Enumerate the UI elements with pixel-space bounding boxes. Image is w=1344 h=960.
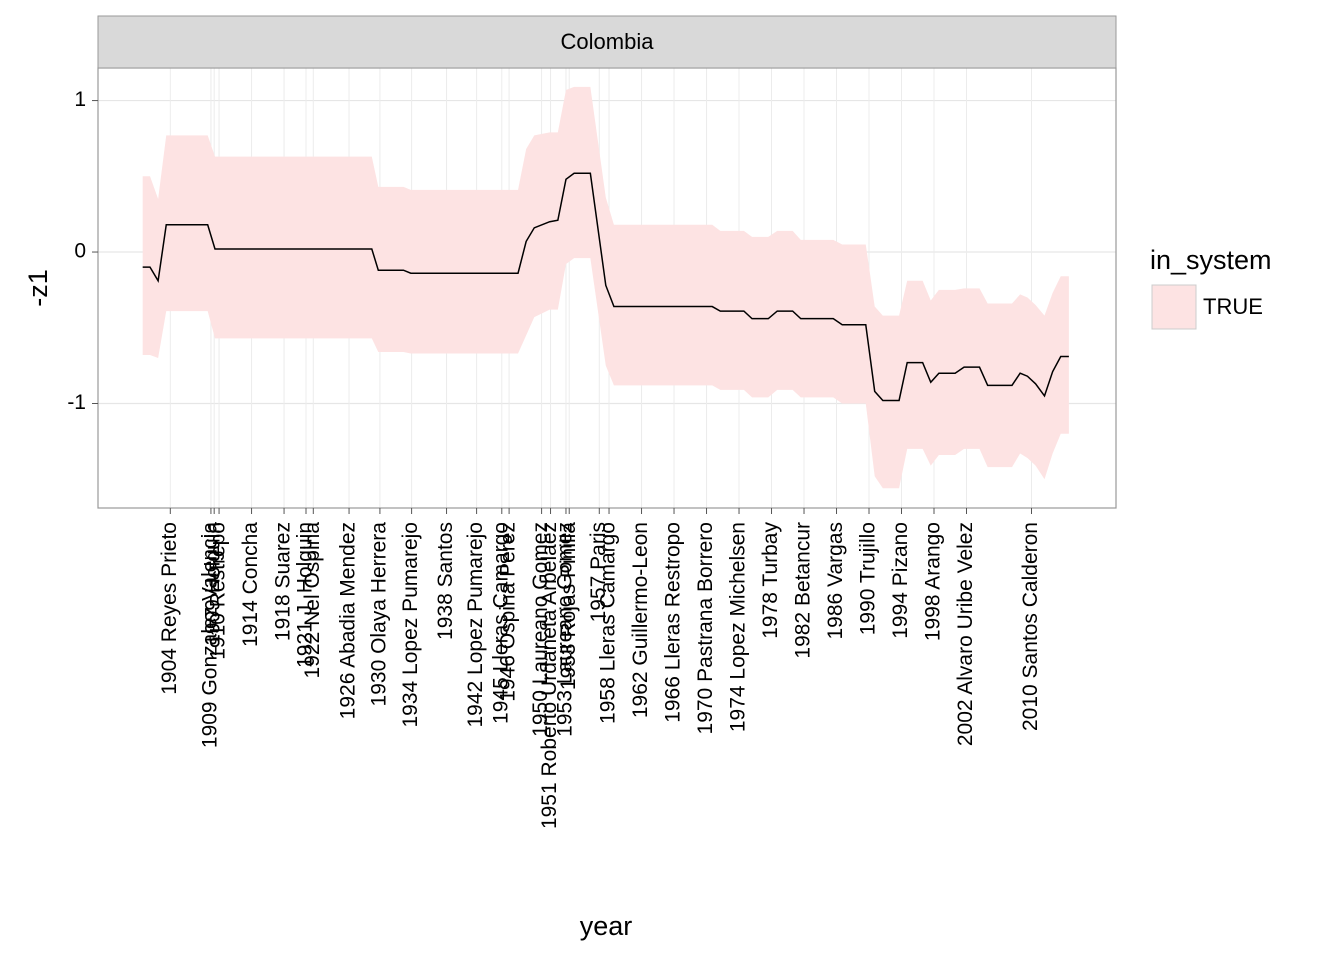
x-tick-label: 1910 Restrepo <box>207 522 230 660</box>
x-tick-label: 1966 Lleras Restropo <box>662 522 685 723</box>
x-tick-label: 1962 Guillermo-Leon <box>629 522 652 718</box>
x-tick-label: 1921 J. Holguin <box>294 522 317 668</box>
x-tick-label: 1974 Lopez Michelsen <box>727 522 750 732</box>
x-tick-label: 1953 Laureano Gomez <box>554 522 577 737</box>
x-tick-label: 1918 Suarez <box>272 522 295 641</box>
y-tick-label: 1 <box>74 88 86 111</box>
facet-label: Colombia <box>561 29 655 54</box>
x-tick-label: 1986 Vargas <box>824 522 847 640</box>
x-tick-label: 2010 Santos Calderon <box>1019 522 1042 731</box>
legend-key <box>1151 284 1197 330</box>
y-tick-label: -1 <box>67 391 86 414</box>
line <box>142 172 1069 402</box>
legend-title: in_system <box>1150 245 1272 275</box>
x-tick-label: 1922 Nel Ospina <box>301 522 324 679</box>
x-tick-label: 1926 Abadia Mendez <box>337 522 360 719</box>
x-tick-label: 1934 Lopez Pumarejo <box>399 522 422 727</box>
x-tick-label: 1938 Santos <box>434 522 457 640</box>
y-axis-title: -z1 <box>23 269 53 307</box>
x-tick-label: 1930 Olaya Herrera <box>367 522 390 707</box>
x-tick-label: 1957 Paris <box>587 522 610 622</box>
x-tick-label: 1978 Turbay <box>759 522 782 639</box>
x-tick-label: 1950 Laureano Gomez <box>529 522 552 737</box>
ribbon <box>142 86 1069 489</box>
plot-area: -1 0 1 1904 Reyes Prieto 1909 Gonzalez Valen… <box>67 67 1197 829</box>
x-tick-label: 1909 Gonzalez Valencia <box>198 522 221 748</box>
x-tick-label: 1953 Rojas Pinilla <box>557 522 580 690</box>
legend-label: TRUE <box>1203 294 1263 319</box>
x-tick-label: 2002 Alvaro Uribe Velez <box>954 522 977 746</box>
x-tick-label: 1951 Roberto Urdaneta Arbelaez <box>538 522 561 829</box>
x-tick-label: 1990 Trujillo <box>857 522 880 635</box>
facet-strip <box>97 15 1117 69</box>
x-tick-label: 1942 Lopez Pumarejo <box>464 522 487 727</box>
x-tick-label: 1994 Pizano <box>889 522 912 639</box>
x-tick-label: 1970 Pastrana Borrero <box>694 522 717 734</box>
x-tick-label: 1946 Ospina Perez <box>497 522 520 702</box>
x-tick-label: 1958 Lleras Camargo <box>597 522 620 724</box>
x-tick-label: 1909 Holguin <box>202 522 225 646</box>
x-axis-title: year <box>580 911 633 941</box>
x-tick-label: 1945 Lleras Camargo <box>489 522 512 724</box>
x-tick-label: 1982 Betancur <box>792 522 815 659</box>
x-tick-label: 1914 Concha <box>239 522 262 647</box>
x-tick-label: 1998 Arango <box>922 522 945 641</box>
y-tick-label: 0 <box>74 240 86 263</box>
x-tick-label: 1904 Reyes Prieto <box>158 522 181 695</box>
